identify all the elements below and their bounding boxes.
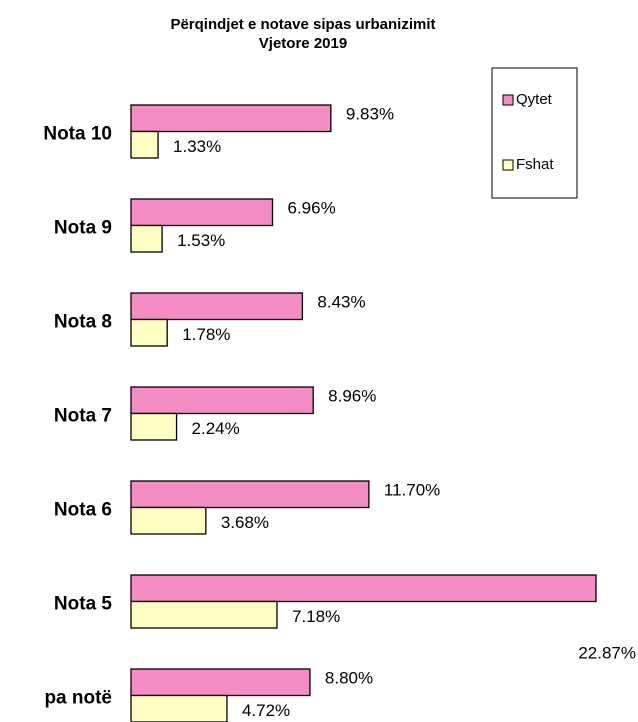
bar — [130, 318, 168, 347]
value-label: 9.83% — [346, 105, 394, 124]
value-label: 22.87% — [578, 643, 636, 662]
value-label: 8.96% — [328, 387, 376, 406]
legend-swatch — [502, 159, 514, 171]
value-label: 8.80% — [325, 669, 373, 688]
bar — [130, 292, 304, 321]
category-label: Nota 6 — [54, 500, 112, 521]
legend-label: Fshat — [516, 156, 554, 173]
bar — [130, 600, 278, 629]
category-label: Nota 7 — [54, 406, 112, 427]
bar — [130, 386, 314, 415]
chart-title: Përqindjet e notave sipas urbanizimit — [170, 16, 435, 33]
legend-swatch — [502, 94, 514, 106]
value-label: 8.43% — [317, 293, 365, 312]
value-label: 11.70% — [384, 481, 440, 500]
bar — [130, 574, 597, 603]
value-label: 1.33% — [173, 137, 221, 156]
value-label: 4.72% — [242, 701, 290, 720]
bar — [130, 412, 178, 441]
value-label: 2.24% — [192, 419, 240, 438]
chart-subtitle: Vjetore 2019 — [259, 35, 347, 52]
value-label: 7.18% — [292, 607, 340, 626]
legend-box — [491, 67, 578, 199]
bar — [130, 506, 207, 535]
bar — [130, 104, 332, 133]
bar — [130, 198, 274, 227]
category-label: Nota 8 — [54, 312, 112, 333]
bar — [130, 668, 311, 697]
value-label: 1.53% — [177, 231, 225, 250]
value-label: 1.78% — [182, 325, 230, 344]
value-label: 6.96% — [288, 199, 336, 218]
bar — [130, 130, 159, 159]
bar — [130, 694, 228, 722]
legend-label: Qytet — [516, 91, 553, 108]
bar — [130, 224, 163, 253]
category-label: Nota 9 — [54, 218, 112, 239]
category-label: Nota 10 — [43, 124, 112, 145]
bar — [130, 480, 370, 509]
category-label: Nota 5 — [54, 594, 113, 615]
value-label: 3.68% — [221, 513, 269, 532]
category-label: pa notë — [44, 688, 112, 709]
